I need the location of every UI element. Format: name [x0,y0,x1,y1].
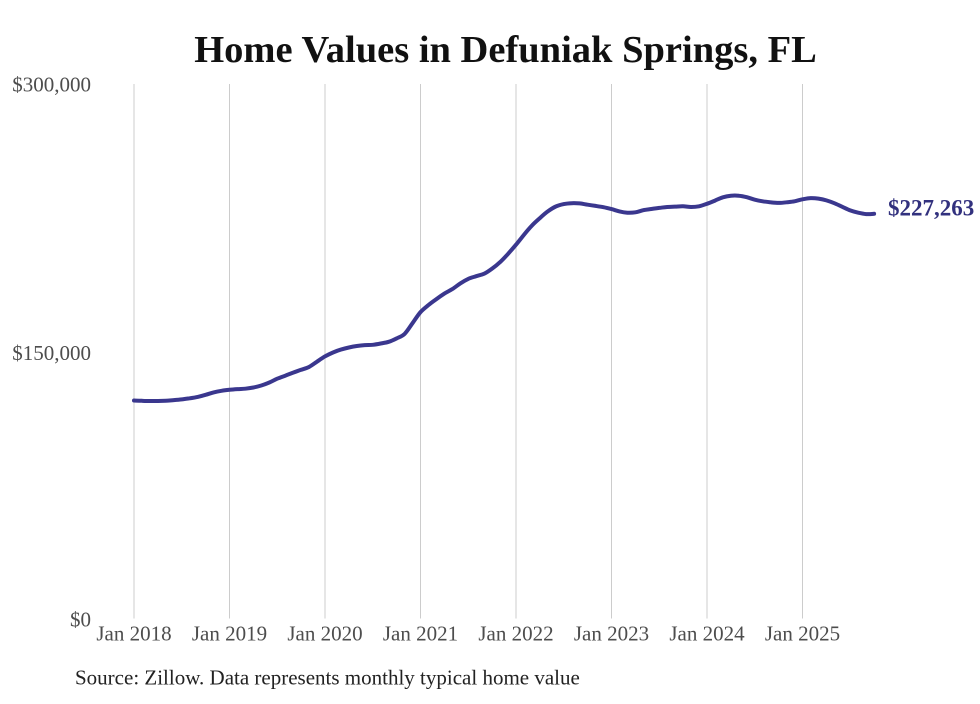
svg-text:Jan 2019: Jan 2019 [192,622,267,646]
svg-text:Jan 2021: Jan 2021 [383,622,458,646]
svg-text:Jan 2024: Jan 2024 [669,622,745,646]
svg-text:Jan 2018: Jan 2018 [96,622,171,646]
svg-text:$227,263: $227,263 [888,196,974,221]
svg-text:Jan 2020: Jan 2020 [287,622,362,646]
svg-text:$150,000: $150,000 [12,341,91,365]
svg-text:Home Values in Defuniak Spring: Home Values in Defuniak Springs, FL [194,29,817,71]
svg-text:Jan 2022: Jan 2022 [478,622,553,646]
svg-text:Jan 2023: Jan 2023 [574,622,649,646]
svg-text:$0: $0 [70,608,91,632]
svg-text:$300,000: $300,000 [12,73,91,97]
svg-text:Source: Zillow. Data represent: Source: Zillow. Data represents monthly … [75,666,580,690]
svg-text:Jan 2025: Jan 2025 [765,622,840,646]
